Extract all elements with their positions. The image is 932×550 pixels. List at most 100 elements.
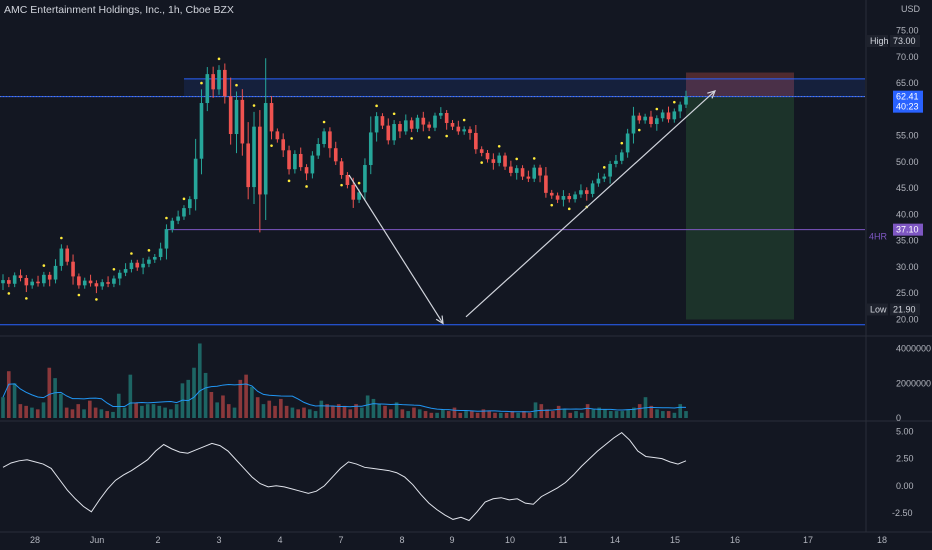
candle-body [252,126,256,188]
axis-marker-value-bg [893,223,923,236]
candle-body [1,280,5,284]
signal-dot [60,236,63,240]
candle-body [386,125,391,141]
volume-bar [545,409,549,418]
candle-body [7,280,11,284]
axis-marker-value: 73.00 [893,36,916,46]
signal-dot [77,293,81,297]
signal-dot [497,145,501,148]
volume-tick-label: 2000000 [896,378,931,388]
candle-body [485,152,490,160]
candle-body [217,69,221,90]
signal-dot [637,128,641,132]
candle-body [625,133,630,153]
candle-body [415,117,420,129]
candle-body [170,220,175,230]
volume-bar [169,409,173,418]
candle-body [374,116,379,133]
volume-bar [70,409,75,418]
candle-body [24,277,29,286]
price-tick-label: 55.00 [896,131,919,141]
candle-body [351,184,356,200]
candle-body [602,176,607,179]
signal-dot [252,104,256,107]
candle-body [205,74,210,104]
candle-body [503,155,507,167]
signal-dot [217,57,221,61]
volume-bar [400,409,405,418]
signal-dot [673,100,676,104]
volume-bar [157,405,162,418]
candle-body [258,126,262,195]
candle-body [316,144,321,156]
candle-body [608,163,612,177]
volume-bar [105,411,109,418]
candle-body [141,263,145,268]
volume-bar [510,411,515,418]
candle-body [409,120,414,129]
volume-bar [678,404,683,418]
volume-bar [319,400,324,418]
time-tick-label: 28 [30,535,40,545]
candle-body [211,74,215,90]
axis-marker-value-bg [890,35,920,48]
candle-body [421,117,426,125]
signal-dot [375,104,378,108]
candle-body [660,112,665,119]
time-tick-label: Jun [90,535,105,545]
candle-body [129,262,134,270]
volume-bar [279,398,283,418]
volume-bar [53,378,57,418]
candle-body [106,282,110,284]
volume-bar [186,379,191,418]
candle-body [228,96,233,135]
volume-bar [342,405,347,418]
oscillator-line [2,431,687,522]
candle-body [526,176,531,179]
axis-marker-label-bg [866,303,888,316]
volume-bar [556,405,561,418]
price-tick-label: 65.00 [896,78,919,88]
candle-body [614,160,618,164]
candle-body [182,208,186,217]
volume-bar [134,402,138,418]
volume-bar [313,411,318,418]
candle-body [240,99,245,144]
price-tick-label: 25.00 [896,288,919,298]
price-tick-label: 30.00 [896,262,919,272]
signal-dot [112,267,116,271]
candle-body [392,124,396,141]
candle-body [684,96,688,105]
volume-bar [522,411,526,418]
axis-marker-label: Low [870,305,887,315]
volume-bar [655,409,659,418]
candle-body [403,120,408,132]
volume-bar [429,412,434,418]
volume-bar [470,411,474,418]
candle-body [649,116,653,125]
volume-bar [574,411,578,418]
volume-bar [388,409,393,418]
signal-dot [235,83,238,87]
time-tick-label: 16 [730,535,740,545]
time-tick-label: 8 [399,535,404,545]
volume-bar [371,398,376,418]
candle-body [339,161,344,175]
candle-body [47,274,52,280]
volume-bar [93,407,98,418]
signal-dot [550,203,554,207]
volume-bar [128,374,133,418]
volume-bar [672,412,677,418]
volume-bar [250,386,254,418]
volume-bar [498,412,503,418]
volume-bar [348,409,353,418]
volume-bar [585,404,590,418]
candle-body [18,275,23,278]
volume-bar [406,411,410,418]
candle-body [549,192,554,196]
volume-tick-label: 0 [896,413,901,423]
volume-bar [145,404,150,418]
candle-body [310,155,315,174]
